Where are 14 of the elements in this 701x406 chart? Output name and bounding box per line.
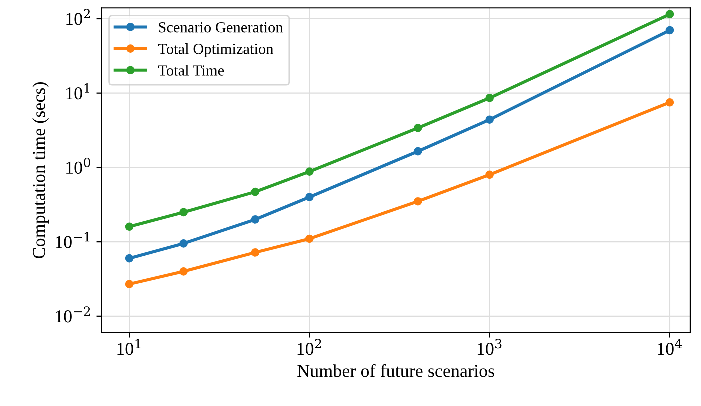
y-tick-label: 10$^{1}$ xyxy=(66,84,90,100)
y-tick-label: 10$^{−2}$ xyxy=(56,306,90,323)
y-axis-title: Computation time (secs) xyxy=(32,82,49,259)
y-tick-label: 10$^{2}$ xyxy=(66,9,90,26)
legend-label: Scenario Generation xyxy=(159,22,284,33)
legend-label: Total Optimization xyxy=(158,44,274,58)
x-tick-label: 10$^{2}$ xyxy=(298,339,322,356)
x-tick-label: 10$^{4}$ xyxy=(658,339,682,356)
x-tick-label: 10$^{3}$ xyxy=(478,339,502,356)
y-tick-label: 10$^{0}$ xyxy=(66,158,90,174)
y-tick-label: 10$^{−1}$ xyxy=(56,232,90,248)
legend-label: Total Time xyxy=(158,65,224,76)
x-tick-label: 10$^{1}$ xyxy=(118,339,141,356)
x-axis-title: Number of future scenarios xyxy=(298,364,494,378)
